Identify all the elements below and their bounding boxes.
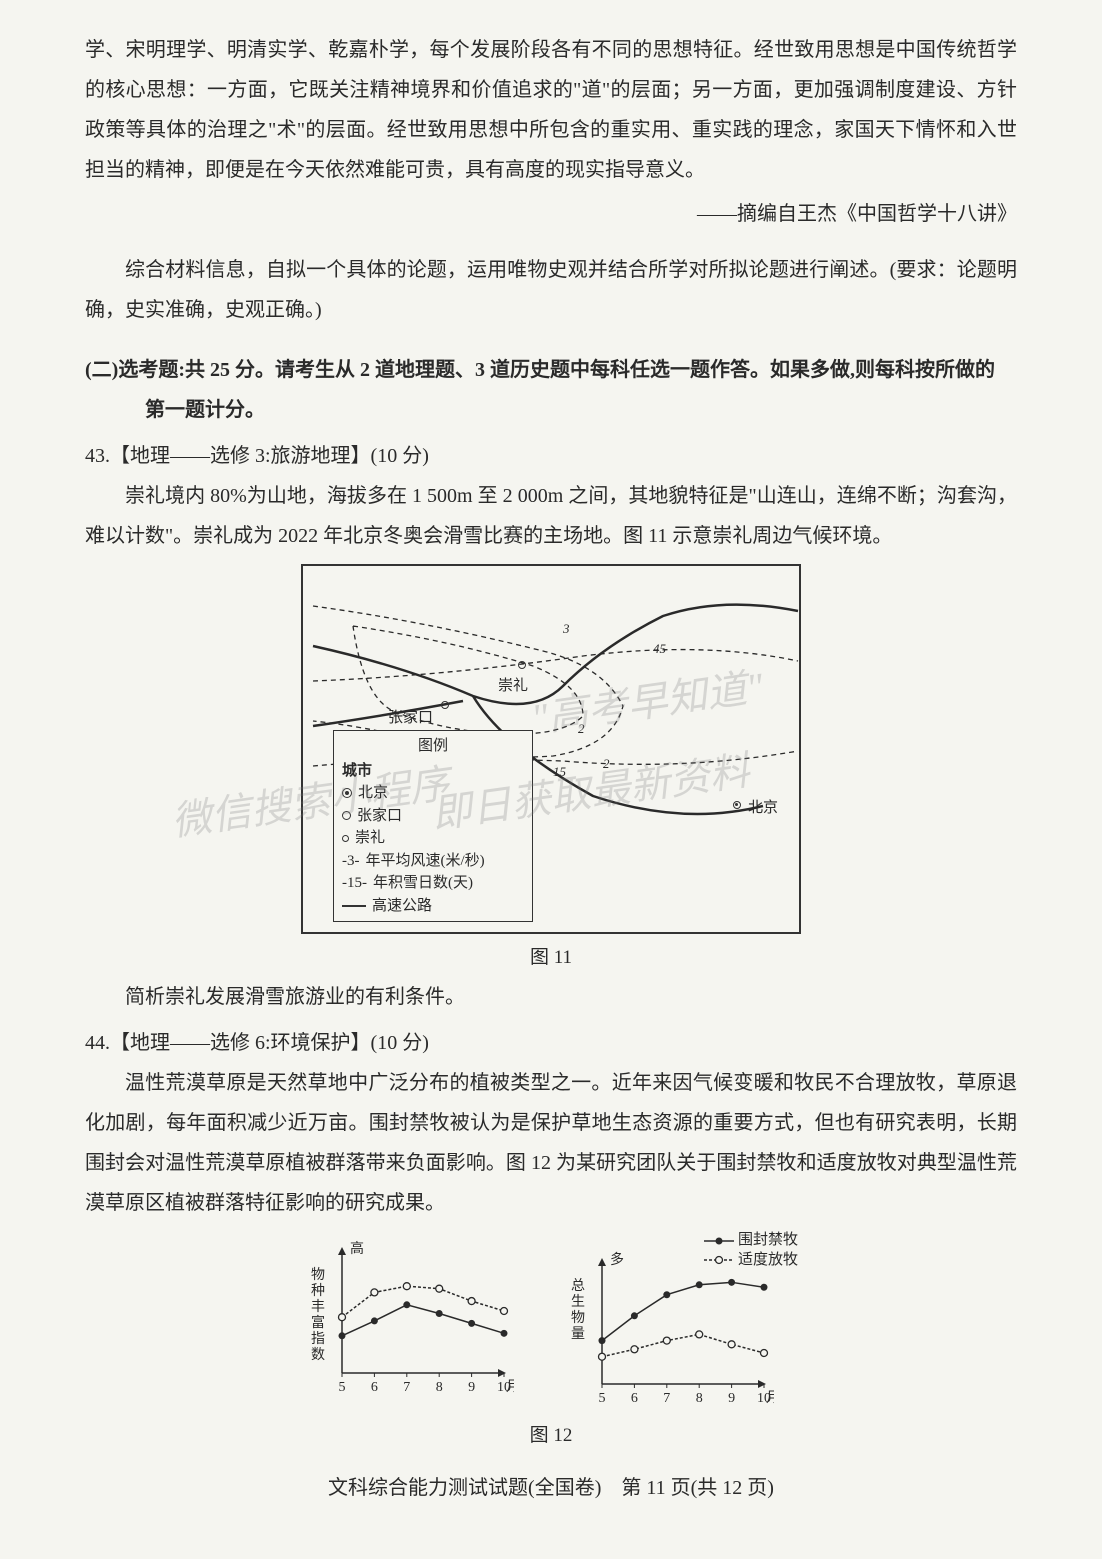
chart1-svg: 5678910月份物种丰富指数高: [304, 1231, 514, 1401]
svg-text:总: 总: [571, 1278, 585, 1294]
double-circle-icon: [342, 788, 352, 798]
figure-11-container: 崇礼 张家口 北京 3 2 2 45 15 图例 城市 北京 张家口: [85, 564, 1017, 934]
legend-title: 图例: [342, 735, 524, 758]
svg-text:5: 5: [598, 1391, 605, 1406]
section-2-line1: (二)选考题:共 25 分。请考生从 2 道地理题、3 道历史题中每科任选一题作…: [85, 359, 995, 381]
iso-snow-45: 45: [653, 641, 666, 657]
q43-body: 崇礼境内 80%为山地，海拔多在 1 500m 至 2 000m 之间，其地貌特…: [85, 476, 1017, 556]
legend-chongli: 崇礼: [342, 827, 524, 850]
small-circle-icon: [342, 835, 349, 842]
iso-wind-3: 3: [563, 621, 570, 637]
svg-text:月份: 月份: [766, 1390, 774, 1406]
legend-snow: -15- 年积雪日数(天): [342, 872, 524, 895]
iso-wind-2: 2: [578, 721, 585, 737]
task-paragraph: 综合材料信息，自拟一个具体的论题，运用唯物史观并结合所学对所拟论题进行阐述。(要…: [85, 250, 1017, 330]
intro-paragraph: 学、宋明理学、明清实学、乾嘉朴学，每个发展阶段各有不同的思想特征。经世致用思想是…: [85, 30, 1017, 190]
svg-text:8: 8: [436, 1380, 443, 1395]
zhangjiakou-label: 张家口: [388, 706, 433, 727]
svg-text:物: 物: [571, 1310, 585, 1326]
single-circle-icon: [342, 811, 351, 820]
svg-text:量: 量: [571, 1326, 585, 1342]
svg-text:6: 6: [631, 1391, 638, 1406]
beijing-label: 北京: [748, 796, 778, 817]
svg-text:高: 高: [350, 1240, 364, 1257]
svg-text:5: 5: [338, 1380, 345, 1395]
svg-text:多: 多: [610, 1251, 624, 1268]
svg-text:6: 6: [371, 1380, 378, 1395]
legend-highway: 高速公路: [342, 895, 524, 918]
beijing-marker: [733, 801, 741, 809]
q43-subquestion: 简析崇礼发展滑雪旅游业的有利条件。: [85, 977, 1017, 1017]
chongli-marker: [518, 661, 526, 669]
chongli-label: 崇礼: [498, 674, 528, 695]
section-2-line2: 第一题计分。: [85, 390, 1017, 430]
svg-text:9: 9: [728, 1391, 735, 1406]
svg-text:9: 9: [468, 1380, 475, 1395]
legend-beijing: 北京: [342, 782, 524, 805]
map-figure: 崇礼 张家口 北京 3 2 2 45 15 图例 城市 北京 张家口: [301, 564, 801, 934]
svg-text:丰: 丰: [311, 1299, 325, 1315]
legend-wind: -3- 年平均风速(米/秒): [342, 850, 524, 873]
svg-text:数: 数: [311, 1347, 325, 1363]
svg-text:7: 7: [403, 1380, 410, 1395]
section-2-header: (二)选考题:共 25 分。请考生从 2 道地理题、3 道历史题中每科任选一题作…: [85, 350, 1017, 430]
svg-text:7: 7: [663, 1391, 670, 1406]
iso-snow-15: 15: [553, 764, 566, 780]
svg-text:种: 种: [311, 1283, 325, 1299]
legend-zhangjiakou: 张家口: [342, 805, 524, 828]
svg-text:月份: 月份: [506, 1379, 514, 1395]
svg-text:物: 物: [311, 1267, 325, 1283]
svg-text:指: 指: [311, 1331, 325, 1347]
figure-12-container: 5678910月份物种丰富指数高 围封禁牧 适度放牧 5678910月份总生物量…: [85, 1231, 1017, 1412]
solid-line-icon: [342, 905, 366, 907]
q44-title: 44.【地理——选修 6:环境保护】(10 分): [85, 1023, 1017, 1063]
snow-prefix: -15-: [342, 872, 367, 895]
chart-species-richness: 5678910月份物种丰富指数高: [304, 1231, 514, 1401]
svg-text:生: 生: [571, 1294, 585, 1310]
citation-text: ——摘编自王杰《中国哲学十八讲》: [85, 194, 1017, 234]
chart2-svg: 5678910月份总生物量多: [564, 1242, 774, 1412]
page-footer: 文科综合能力测试试题(全国卷) 第 11 页(共 12 页): [85, 1471, 1017, 1500]
legend-city-header: 城市: [342, 760, 524, 783]
figure-11-caption: 图 11: [85, 942, 1017, 969]
figure-12-caption: 图 12: [85, 1420, 1017, 1447]
svg-text:富: 富: [311, 1314, 325, 1331]
q43-title: 43.【地理——选修 3:旅游地理】(10 分): [85, 436, 1017, 476]
chart-biomass: 5678910月份总生物量多: [564, 1242, 774, 1412]
svg-text:8: 8: [696, 1391, 703, 1406]
zhangjiakou-marker: [441, 701, 449, 709]
iso-wind-2b: 2: [603, 756, 610, 772]
wind-prefix: -3-: [342, 850, 360, 873]
map-legend: 图例 城市 北京 张家口 崇礼 -3- 年平均风速(米/秒) -15-: [333, 730, 533, 922]
q44-body: 温性荒漠草原是天然草地中广泛分布的植被类型之一。近年来因气候变暖和牧民不合理放牧…: [85, 1063, 1017, 1223]
